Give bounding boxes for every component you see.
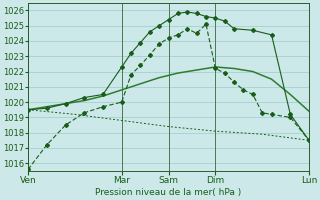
X-axis label: Pression niveau de la mer( hPa ): Pression niveau de la mer( hPa ) <box>95 188 242 197</box>
